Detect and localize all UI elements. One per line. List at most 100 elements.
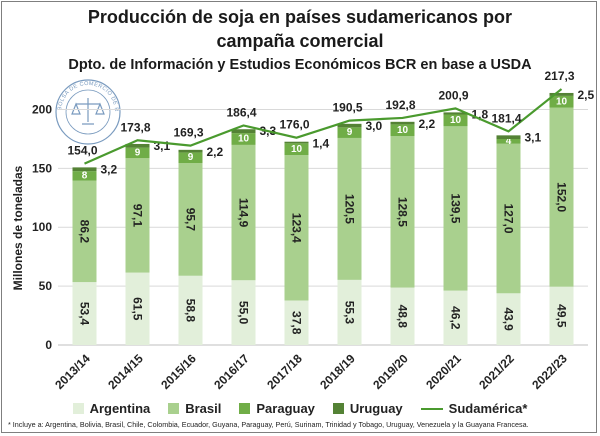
series-line-sudamerica xyxy=(84,88,563,165)
bar-argentina xyxy=(231,280,256,345)
legend-label: Sudamérica* xyxy=(448,401,528,416)
data-label-uruguay: 3,0 xyxy=(366,119,383,133)
scales-icon xyxy=(71,98,105,125)
bar-brasil xyxy=(390,136,415,288)
legend-item-argentina: Argentina xyxy=(72,401,150,416)
data-label-argentina: 55,0 xyxy=(237,301,251,325)
bar-brasil xyxy=(72,180,97,283)
x-tick-label: 2013/14 xyxy=(52,351,93,392)
chart-subtitle: Dpto. de Información y Estudios Económic… xyxy=(68,57,532,73)
data-label-argentina: 61,5 xyxy=(131,297,145,321)
x-tick-label: 2020/21 xyxy=(423,351,464,392)
bar-brasil xyxy=(284,155,309,301)
y-tick-label: 150 xyxy=(32,161,52,175)
y-tick-label: 100 xyxy=(32,220,52,234)
bar-uruguay xyxy=(231,129,256,134)
bar-argentina xyxy=(443,290,468,345)
bar-uruguay xyxy=(443,112,468,115)
legend-line xyxy=(420,407,443,410)
bar-paraguay xyxy=(390,124,415,137)
legend-item-sudamerica: Sudamérica* xyxy=(420,401,528,416)
bar-paraguay xyxy=(231,133,256,145)
data-label-brasil: 114,9 xyxy=(237,198,251,228)
legend-item-uruguay: Uruguay xyxy=(332,401,403,416)
data-label-sudamerica: 186,4 xyxy=(226,105,256,119)
data-label-argentina: 46,2 xyxy=(449,306,463,330)
data-label-uruguay: 2,2 xyxy=(207,145,224,159)
bar-uruguay xyxy=(72,167,97,172)
data-label-argentina: 49,5 xyxy=(555,304,569,328)
x-tick-label: 2018/19 xyxy=(317,351,358,392)
bar-argentina xyxy=(496,293,521,345)
x-tick-label: 2014/15 xyxy=(105,351,146,392)
bar-brasil xyxy=(549,107,574,287)
data-label-uruguay: 3,1 xyxy=(525,130,542,144)
bar-argentina xyxy=(390,287,415,345)
bar-paraguay xyxy=(178,152,203,164)
legend-label: Brasil xyxy=(185,401,222,416)
x-tick-label: 2021/22 xyxy=(476,351,517,392)
x-tick-label: 2017/18 xyxy=(264,351,305,392)
bar-paraguay xyxy=(284,143,309,156)
data-label-paraguay: 10 xyxy=(238,134,250,145)
data-label-argentina: 58,8 xyxy=(184,299,198,323)
y-tick-label: 0 xyxy=(45,338,52,352)
data-label-brasil: 139,5 xyxy=(449,193,463,223)
footnote: * Incluye a: Argentina, Bolivia, Brasil,… xyxy=(8,420,529,429)
chart-title-line2: campaña comercial xyxy=(216,31,384,51)
data-label-paraguay: 10 xyxy=(450,115,462,126)
data-label-brasil: 95,7 xyxy=(184,208,198,232)
bar-argentina xyxy=(337,279,362,345)
bar-uruguay xyxy=(390,121,415,125)
bar-uruguay xyxy=(549,92,574,96)
x-tick-label: 2016/17 xyxy=(211,351,252,392)
bar-brasil xyxy=(125,158,150,273)
x-tick-label: 2019/20 xyxy=(370,351,411,392)
data-label-brasil: 127,0 xyxy=(502,203,516,233)
data-label-brasil: 120,5 xyxy=(343,194,357,224)
data-label-paraguay: 10 xyxy=(291,144,303,155)
legend-label: Paraguay xyxy=(256,401,315,416)
chart-plot: BOLSA DE COMERCIO DE ROSARIO 0 50 100 150 20… xyxy=(11,69,595,392)
data-label-argentina: 37,8 xyxy=(290,311,304,335)
y-tick-label: 200 xyxy=(32,102,52,116)
bar-argentina xyxy=(72,282,97,345)
legend-swatch xyxy=(168,403,180,414)
data-label-paraguay: 9 xyxy=(188,152,194,163)
bar-argentina xyxy=(549,286,574,345)
data-label-brasil: 152,0 xyxy=(555,182,569,212)
data-label-paraguay: 10 xyxy=(397,125,409,136)
data-label-brasil: 128,5 xyxy=(396,197,410,227)
data-label-sudamerica: 190,5 xyxy=(332,101,362,115)
x-tick-label: 2022/23 xyxy=(529,351,570,392)
bar-uruguay xyxy=(496,135,521,140)
data-label-sudamerica: 173,8 xyxy=(120,120,150,134)
bar-uruguay xyxy=(337,123,362,128)
data-label-sudamerica: 192,8 xyxy=(385,98,415,112)
data-label-uruguay: 3,2 xyxy=(101,162,118,176)
x-tick-label: 2015/16 xyxy=(158,351,199,392)
data-label-argentina: 48,8 xyxy=(396,305,410,329)
legend-item-paraguay: Paraguay xyxy=(239,401,315,416)
chart-title-line1: Producción de soja en países sudamerican… xyxy=(87,7,513,27)
data-label-sudamerica: 154,0 xyxy=(67,144,97,158)
data-label-brasil: 123,4 xyxy=(290,213,304,243)
bar-uruguay xyxy=(125,143,150,148)
y-tick-label: 50 xyxy=(39,279,53,293)
legend: Argentina Brasil Paraguay Uruguay Sudamérica… xyxy=(0,401,600,416)
legend-swatch xyxy=(239,403,251,414)
data-label-paraguay: 9 xyxy=(135,147,141,158)
data-label-paraguay: 9 xyxy=(347,127,353,138)
data-label-brasil: 86,2 xyxy=(78,220,92,244)
data-label-uruguay: 1,4 xyxy=(313,137,330,151)
data-label-sudamerica: 217,3 xyxy=(544,69,574,83)
bar-paraguay xyxy=(443,114,468,127)
data-label-sudamerica: 181,4 xyxy=(491,111,521,125)
y-axis-label: Millones de toneladas xyxy=(11,165,25,290)
data-label-uruguay: 2,5 xyxy=(578,88,595,102)
data-label-sudamerica: 176,0 xyxy=(279,118,309,132)
legend-swatch xyxy=(332,403,344,414)
bar-paraguay xyxy=(72,171,97,181)
bar-paraguay xyxy=(337,127,362,138)
